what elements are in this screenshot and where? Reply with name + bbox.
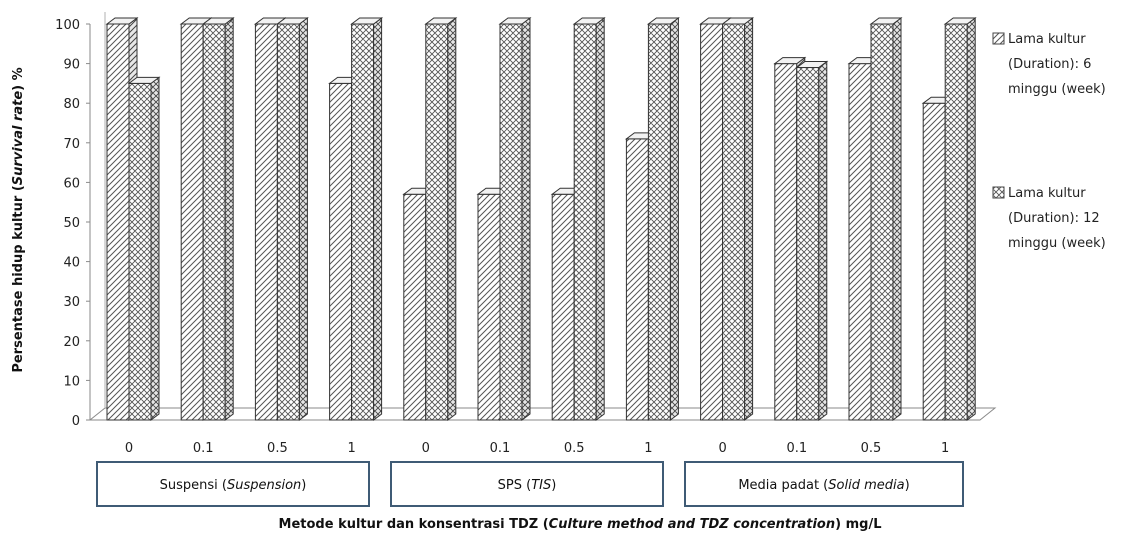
y-tick-label: 80 <box>63 97 80 112</box>
bar <box>646 17 680 421</box>
y-tick-label: 70 <box>63 137 80 152</box>
x-tick-label: 0.1 <box>786 441 807 456</box>
legend-text: (Duration): 12 <box>1008 211 1100 226</box>
y-tick-label: 50 <box>63 216 80 231</box>
y-tick-label: 20 <box>63 335 80 350</box>
group-label: Media padat (Solid media) <box>738 478 909 493</box>
y-tick-label: 0 <box>72 414 80 429</box>
x-tick-label: 0.5 <box>267 441 288 456</box>
x-tick-label: 0.1 <box>490 441 511 456</box>
legend-text: (Duration): 6 <box>1008 57 1091 72</box>
floor-plane <box>88 407 997 421</box>
x-axis-label: Metode kultur dan konsentrasi TDZ (Cultu… <box>279 517 882 532</box>
x-tick-label: 1 <box>644 441 652 456</box>
group-label: SPS (TIS) <box>498 478 557 493</box>
x-tick-label: 0.5 <box>564 441 585 456</box>
bar <box>943 17 977 421</box>
bar <box>498 17 532 421</box>
legend: Lama kultur (Duration): 6 minggu (week) … <box>992 32 1106 251</box>
y-tick-label: 10 <box>63 374 80 389</box>
legend-swatch-crosshatch <box>992 186 1005 199</box>
y-axis-label: Persentase hidup kultur (Survival rate) … <box>11 67 26 372</box>
x-tick-label: 0.5 <box>861 441 882 456</box>
x-tick-label: 0.1 <box>193 441 214 456</box>
x-axis-ticks: 0 0.1 0.5 1 0 0.1 0.5 1 0 0.1 0.5 1 <box>125 441 949 456</box>
legend-text: Lama kultur <box>1008 32 1086 47</box>
y-tick-label: 40 <box>63 256 80 271</box>
x-tick-label: 0 <box>718 441 726 456</box>
axes <box>88 12 997 421</box>
x-tick-label: 1 <box>347 441 355 456</box>
legend-text: minggu (week) <box>1008 236 1106 251</box>
y-tick-label: 60 <box>63 176 80 191</box>
group-box-solid-media: Media padat (Solid media) <box>684 461 964 507</box>
legend-entry-6-weeks: Lama kultur (Duration): 6 minggu (week) <box>992 32 1106 97</box>
group-label: Suspensi (Suspension) <box>160 478 307 493</box>
group-box-suspension: Suspensi (Suspension) <box>96 461 370 507</box>
bars <box>105 17 977 421</box>
bar <box>424 17 458 421</box>
y-tick-label: 90 <box>63 58 80 73</box>
bar <box>350 17 384 421</box>
x-tick-label: 1 <box>941 441 949 456</box>
bar <box>275 17 309 421</box>
y-tick-label: 30 <box>63 295 80 310</box>
legend-text: minggu (week) <box>1008 82 1106 97</box>
bar <box>795 60 829 421</box>
legend-entry-12-weeks: Lama kultur (Duration): 12 minggu (week) <box>992 186 1106 251</box>
y-tick-label: 100 <box>55 18 80 33</box>
bar <box>201 17 235 421</box>
bar <box>869 17 903 421</box>
bar <box>127 76 161 421</box>
y-axis-ticks: 0 10 20 30 40 50 60 70 80 90 100 <box>55 18 90 429</box>
bar <box>572 17 606 421</box>
group-box-tis: SPS (TIS) <box>390 461 664 507</box>
legend-text: Lama kultur <box>1008 186 1086 201</box>
x-tick-label: 0 <box>422 441 430 456</box>
bar <box>721 17 755 421</box>
x-tick-label: 0 <box>125 441 133 456</box>
legend-swatch-diagonal <box>992 32 1005 45</box>
